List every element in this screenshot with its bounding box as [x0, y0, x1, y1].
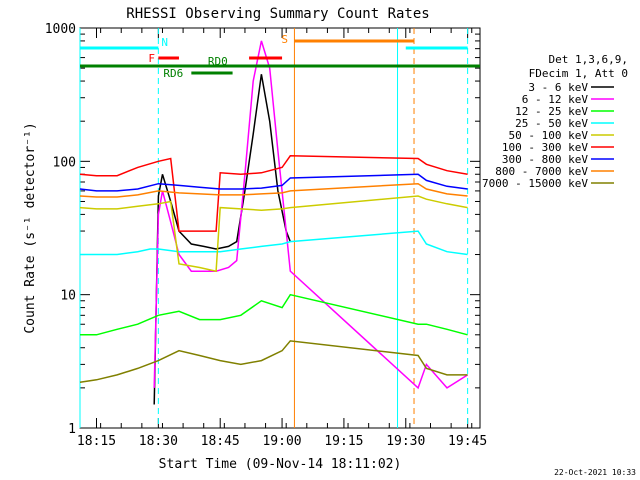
x-tick-label: 19:30: [386, 434, 425, 449]
series-line: [153, 40, 469, 390]
series-line: [79, 155, 468, 232]
footer-date: 22-Oct-2021 10:33: [554, 468, 636, 477]
series-line: [79, 173, 468, 192]
y-tick-label: 10: [60, 289, 76, 304]
legend-entry-label: 300 - 800 keV: [502, 153, 588, 166]
x-tick-label: 18:15: [77, 434, 116, 449]
legend-entry-label: 3 - 6 keV: [528, 81, 588, 94]
y-axis-label: Count Rate (s⁻¹ detector⁻¹): [23, 122, 38, 333]
legend-header-line-1: Det 1,3,6,9,: [549, 53, 628, 66]
flag-label: N: [161, 36, 168, 49]
series-group: [79, 40, 469, 405]
series-line: [80, 293, 468, 336]
y-tick-label: 100: [53, 155, 76, 170]
legend-header-line-2: FDecim 1, Att 0: [529, 67, 628, 80]
legend-entry-label: 100 - 300 keV: [502, 141, 588, 154]
y-axis: 1 10 100 1000: [45, 22, 480, 437]
flag-label: S: [281, 33, 288, 46]
legend-entry-label: 12 - 25 keV: [515, 105, 588, 118]
x-tick-label: 19:15: [324, 434, 363, 449]
legend: Det 1,3,6,9, FDecim 1, Att 0 3 - 6 keV6 …: [482, 53, 628, 190]
legend-entry-label: 25 - 50 keV: [515, 117, 588, 130]
chart-title: RHESSI Observing Summary Count Rates: [126, 6, 429, 22]
flag-label: RD6: [163, 67, 183, 80]
x-tick-label: 19:45: [448, 434, 487, 449]
x-axis-label: Start Time (09-Nov-14 18:11:02): [159, 457, 402, 472]
y-tick-label: 1000: [45, 22, 76, 37]
x-tick-label: 18:30: [139, 434, 178, 449]
series-line: [79, 340, 468, 384]
legend-entry-label: 50 - 100 keV: [509, 129, 589, 142]
y-tick-label: 1: [68, 422, 76, 437]
flag-bars: NF RD0 RD6 S: [80, 33, 480, 80]
series-line: [80, 230, 468, 256]
series-line: [79, 182, 468, 198]
x-axis: 18:15 18:30 18:45 19:00 19:15 19:30 19:45: [77, 28, 487, 449]
flag-label: F: [148, 52, 155, 65]
legend-entry-label: 6 - 12 keV: [522, 93, 589, 106]
x-tick-label: 19:00: [262, 434, 301, 449]
series-line: [79, 195, 468, 273]
x-tick-label: 18:45: [201, 434, 240, 449]
legend-entry-label: 800 - 7000 keV: [495, 165, 588, 178]
flag-label: RD0: [208, 55, 228, 68]
legend-entry-label: 7000 - 15000 keV: [482, 177, 588, 190]
